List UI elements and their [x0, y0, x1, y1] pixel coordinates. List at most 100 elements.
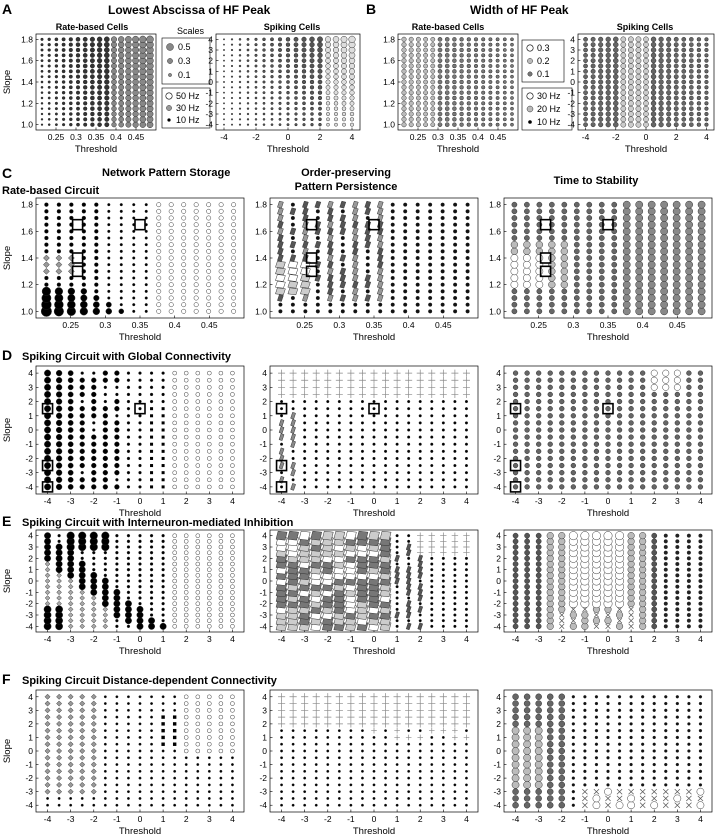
data-point: [660, 280, 668, 289]
data-point: [67, 600, 74, 607]
data-point: [452, 47, 457, 53]
data-point: [301, 42, 307, 48]
data-point: [647, 240, 656, 249]
data-point: [628, 398, 634, 405]
y-tick-label: 4: [262, 531, 267, 541]
data-point: [647, 300, 656, 309]
data-point: [277, 720, 286, 728]
data-point: [80, 371, 84, 375]
data-point: [230, 741, 235, 747]
data-point: [611, 275, 618, 281]
data-point: [67, 391, 74, 398]
data-point: [643, 57, 649, 64]
data-point: [453, 414, 457, 418]
data-point: [428, 727, 435, 734]
data-point: [570, 370, 576, 376]
data-point: [47, 59, 51, 63]
data-point: [488, 42, 493, 47]
data-point: [315, 235, 320, 241]
data-point: [384, 790, 387, 794]
data-point: [698, 556, 703, 561]
data-point: [149, 539, 154, 543]
data-point: [184, 769, 188, 773]
data-point: [314, 220, 322, 229]
y-tick-label: -1: [493, 587, 501, 597]
data-point: [616, 448, 623, 454]
data-point: [547, 398, 553, 405]
data-point: [592, 531, 601, 541]
data-point: [195, 550, 201, 555]
data-point: [590, 63, 596, 69]
data-point: [628, 618, 634, 624]
data-point: [67, 448, 74, 455]
data-point: [685, 214, 693, 222]
data-point: [119, 229, 123, 233]
data-point: [67, 469, 74, 476]
data-point: [78, 571, 86, 579]
data-point: [444, 111, 450, 117]
data-point: [79, 707, 86, 714]
data-point: [335, 706, 343, 714]
data-point: [312, 713, 320, 721]
data-point: [138, 414, 142, 418]
data-point: [616, 391, 623, 398]
data-point: [96, 36, 103, 43]
data-point: [314, 790, 318, 794]
data-point: [593, 420, 600, 426]
data-point: [583, 116, 588, 122]
data-point: [303, 456, 307, 460]
data-point: [44, 578, 51, 584]
data-point: [138, 729, 142, 733]
data-point: [115, 551, 119, 555]
data-point: [79, 693, 86, 700]
data-point: [546, 781, 554, 789]
data-point: [415, 47, 421, 53]
data-point: [361, 803, 364, 807]
data-point: [321, 530, 334, 541]
x-tick-label: -2: [558, 634, 566, 644]
data-point: [303, 464, 307, 468]
data-point: [704, 111, 709, 117]
data-point: [67, 617, 74, 624]
data-point: [118, 52, 125, 59]
data-point: [536, 406, 542, 412]
data-point: [674, 477, 680, 483]
data-point: [44, 781, 51, 788]
data-point: [118, 105, 125, 112]
data-point: [559, 377, 565, 383]
data-point: [430, 568, 434, 572]
data-point: [44, 282, 49, 287]
data-point: [351, 220, 359, 229]
data-point: [593, 477, 600, 483]
data-point: [207, 728, 212, 733]
data-point: [415, 242, 420, 247]
data-point: [144, 263, 148, 267]
data-point: [80, 300, 88, 309]
x-tick-label: 0.4: [110, 132, 122, 142]
data-point: [61, 80, 66, 84]
data-point: [372, 763, 376, 766]
data-point: [453, 783, 457, 787]
data-point: [465, 255, 470, 261]
data-point: [138, 585, 142, 589]
data-point: [278, 461, 285, 470]
data-point: [401, 106, 407, 112]
data-point: [583, 95, 588, 101]
data-point: [430, 414, 434, 418]
data-point: [89, 52, 95, 58]
data-point: [314, 803, 318, 807]
data-point: [364, 234, 372, 242]
data-point: [325, 101, 331, 106]
data-point: [107, 296, 111, 300]
data-point: [103, 399, 107, 404]
data-point: [590, 111, 596, 117]
data-point: [403, 269, 408, 274]
data-point: [666, 68, 672, 74]
data-point: [428, 532, 435, 539]
data-point: [206, 255, 212, 261]
x-tick-label: 0.3: [432, 132, 444, 142]
data-point: [384, 485, 388, 489]
data-point: [115, 385, 119, 389]
data-point: [704, 63, 709, 69]
data-point: [524, 441, 530, 447]
